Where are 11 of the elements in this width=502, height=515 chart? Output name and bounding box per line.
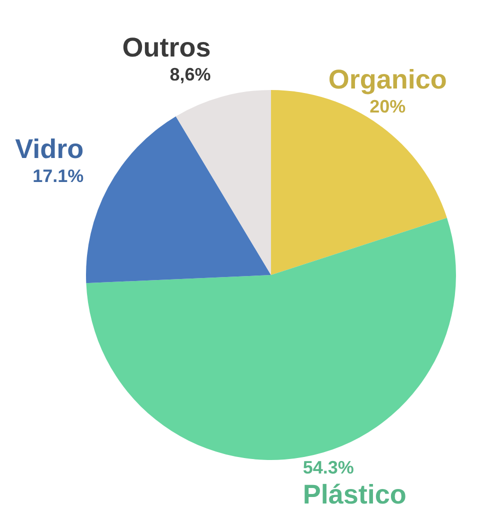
slice-label: Vidro: [15, 134, 84, 164]
slice-label: Plástico: [302, 480, 406, 510]
pie-slice: [176, 90, 271, 275]
data-label: 8,6%: [170, 64, 211, 85]
slice-label: Outros: [122, 32, 211, 63]
pie-slice: [86, 116, 271, 284]
data-label: 17.1%: [32, 166, 84, 186]
pie-slice: [86, 218, 456, 460]
data-label: 54.3%: [302, 458, 354, 478]
slice-label: Organico: [328, 64, 447, 95]
data-label: 20%: [370, 96, 406, 117]
